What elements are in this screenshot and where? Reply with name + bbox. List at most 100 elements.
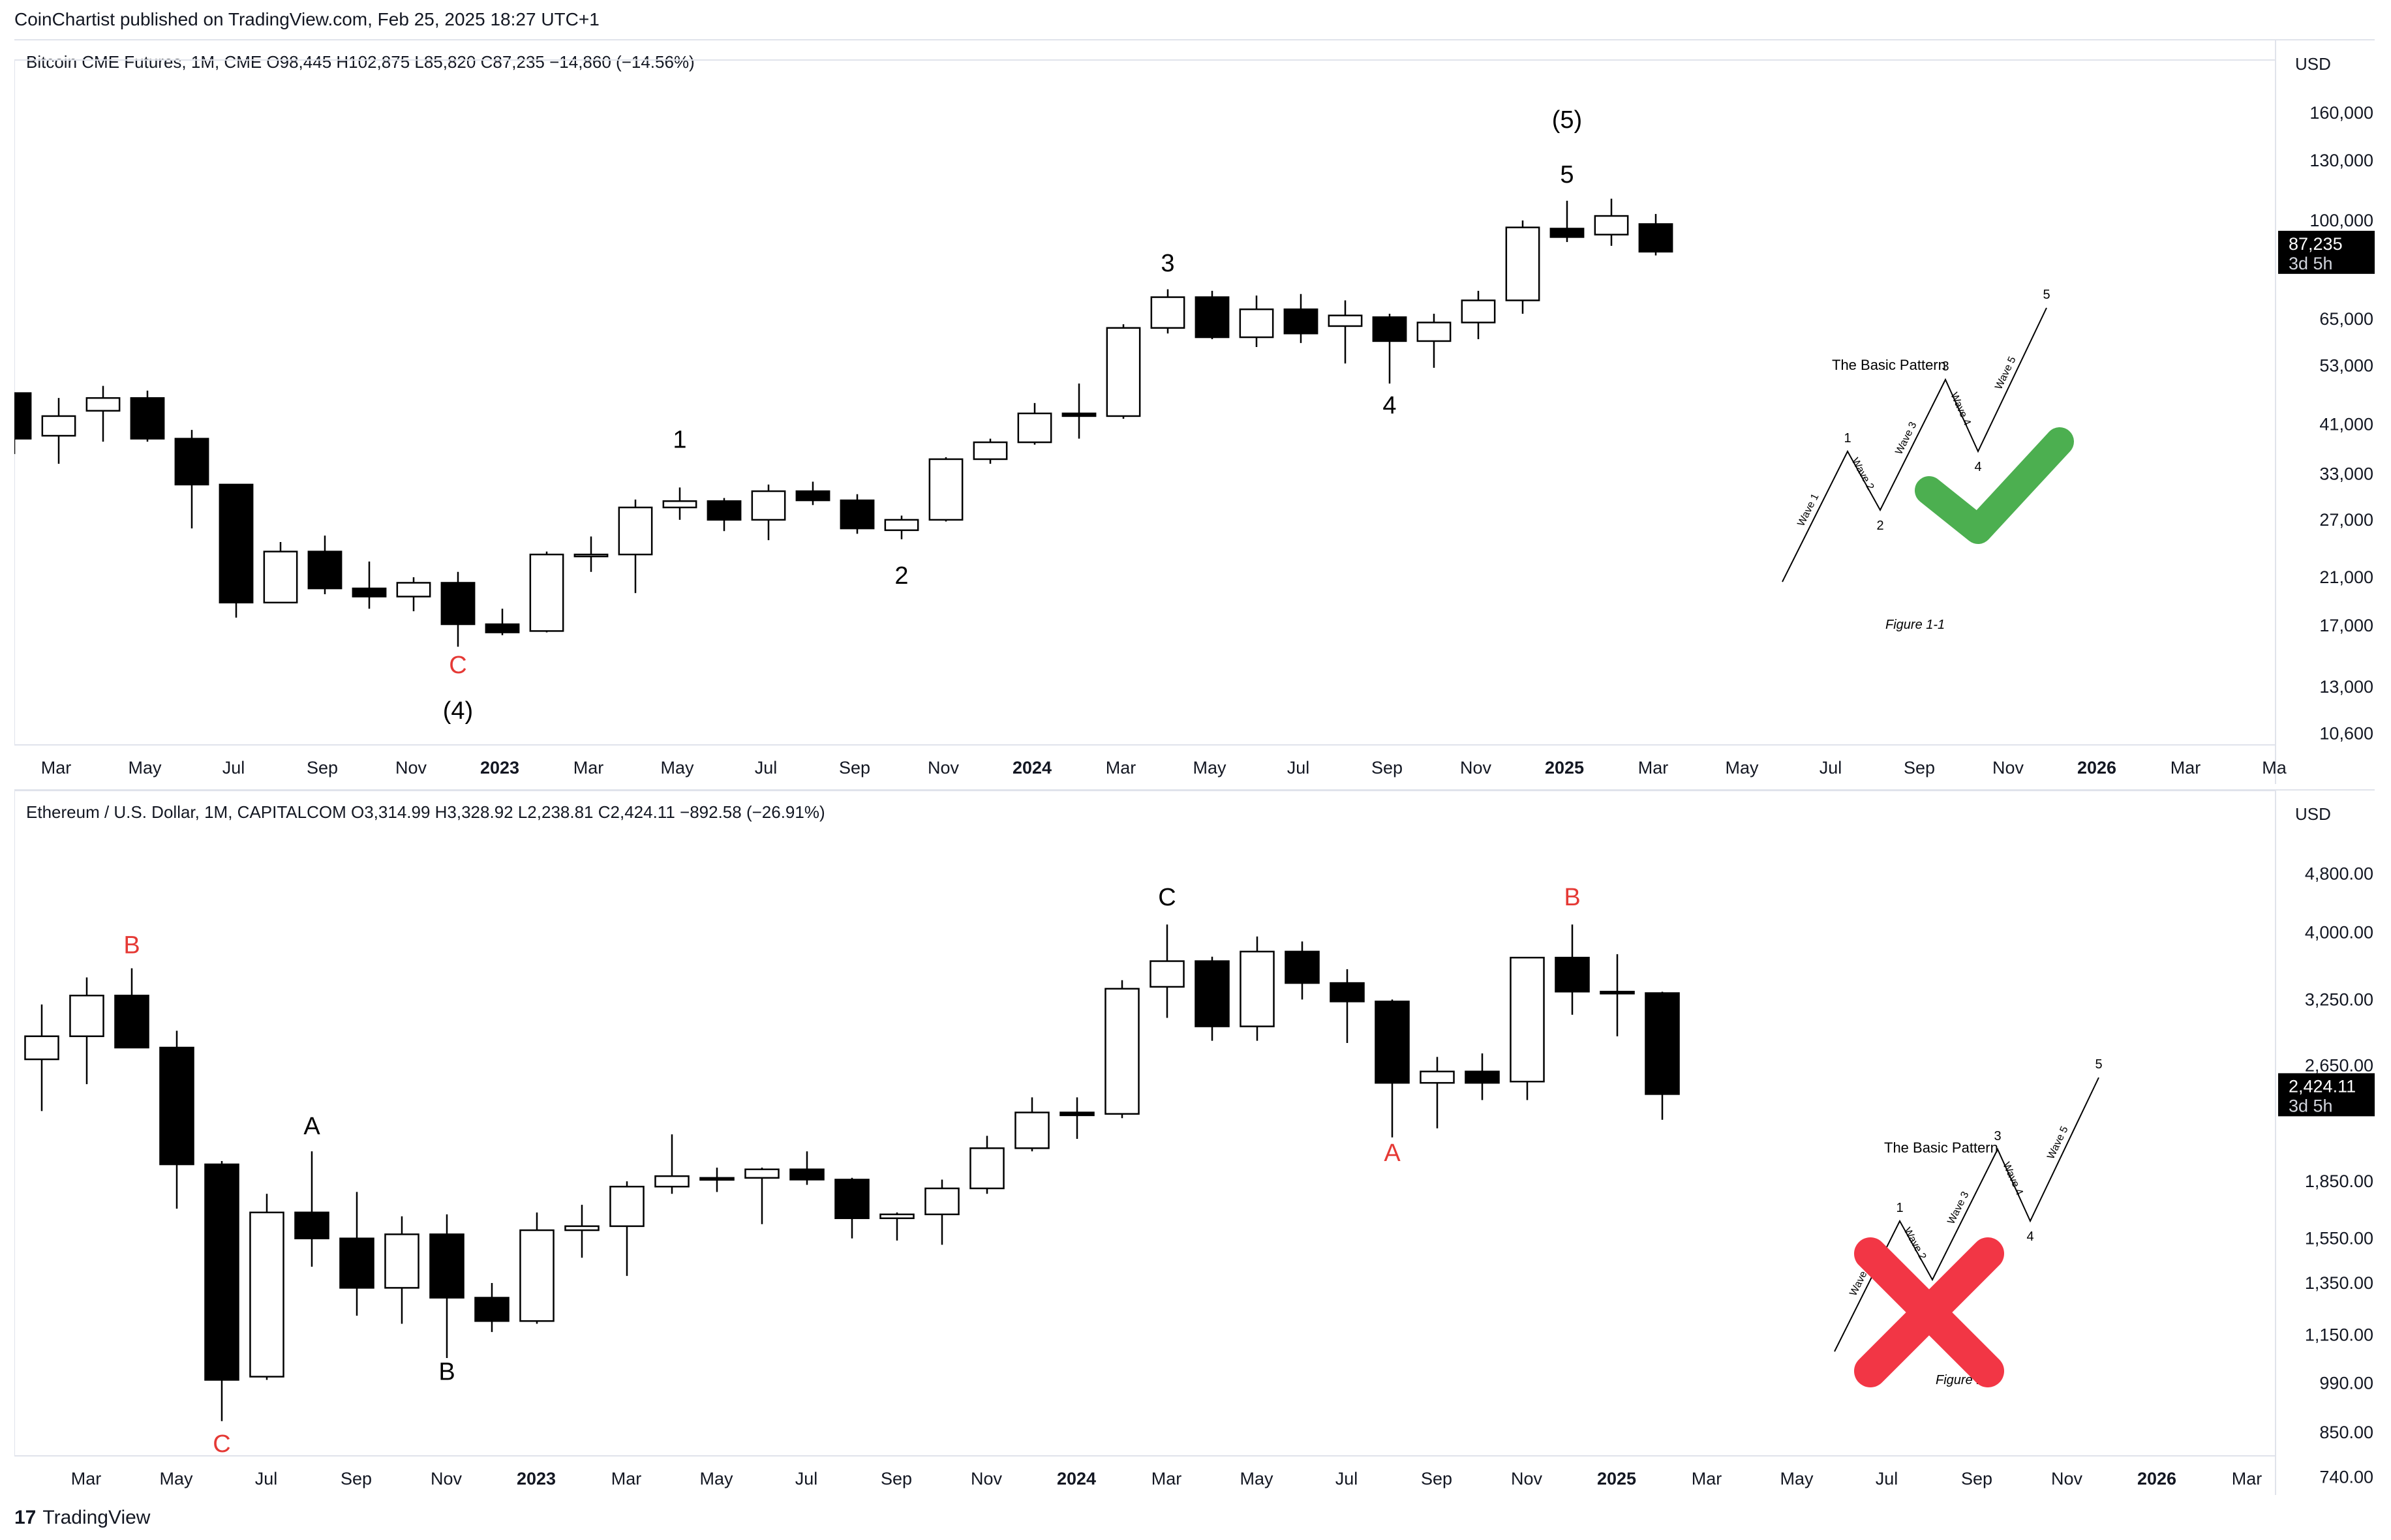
tradingview-footer[interactable]: 17 TradingView	[14, 1507, 150, 1529]
btc-candle-body	[307, 551, 343, 590]
btc-inset-title: The Basic Pattern	[1832, 357, 1946, 373]
btc-last-price-box	[2278, 230, 2375, 274]
eth-candle-body	[1330, 982, 1365, 1003]
btc-countdown-label: 3d 5h	[2289, 254, 2333, 273]
btc-y-tick-label: 53,000	[2319, 356, 2373, 376]
eth-inset-point-label: 1	[1896, 1201, 1903, 1215]
eth-inset-pattern-line	[1834, 1077, 2099, 1352]
eth-inset-wave-label: Wave 4	[2000, 1160, 2025, 1197]
btc-candle-body	[396, 582, 431, 597]
eth-candle-body	[69, 995, 104, 1037]
btc-y-tick-label: 65,000	[2319, 309, 2373, 329]
eth-wave-label: B	[123, 932, 140, 959]
eth-candle-body	[474, 1297, 510, 1322]
btc-y-tick-label: 21,000	[2319, 567, 2373, 587]
btc-wave-label: (5)	[1552, 106, 1582, 134]
eth-cross-icon	[1854, 1237, 2004, 1387]
eth-candle-body	[1600, 991, 1635, 995]
eth-inset-wave-label: Wave 2	[1901, 1226, 1928, 1261]
eth-candle-body	[384, 1233, 419, 1289]
btc-y-tick-label: 160,000	[2309, 103, 2373, 123]
eth-x-tick-label: May	[1240, 1469, 1273, 1488]
eth-candle-body	[834, 1179, 870, 1219]
btc-inset-wave-label: Wave 3	[1893, 420, 1919, 457]
btc-inset-point-label: 5	[2043, 288, 2050, 302]
btc-x-tick-label: Nov	[1992, 758, 2024, 778]
eth-candle-body	[1510, 956, 1545, 1083]
btc-wave-label: 4	[1382, 392, 1396, 419]
btc-candle-body	[795, 490, 830, 502]
btc-y-tick-label: 100,000	[2309, 211, 2373, 230]
btc-candlestick-chart[interactable]: USD 160,000 130,000 100,000 65,000 53,000 41,0…	[14, 40, 2375, 791]
eth-x-tick-label: Nov	[1511, 1469, 1543, 1488]
btc-wave-label: 3	[1161, 250, 1174, 277]
eth-candle-body	[159, 1046, 194, 1166]
btc-plot-frame	[14, 59, 2276, 746]
eth-x-tick-label: Jul	[1876, 1469, 1898, 1488]
btc-x-tick-label: 2023	[480, 758, 519, 778]
eth-wave-label: B	[1564, 884, 1580, 911]
btc-x-tick-label: Sep	[307, 758, 338, 778]
eth-candle-body	[339, 1237, 374, 1289]
eth-candle-body	[969, 1147, 1005, 1190]
eth-wave-label: C	[213, 1430, 230, 1458]
btc-candle-body	[130, 397, 165, 440]
btc-inset-point-label: 1	[1844, 431, 1851, 445]
eth-candle-body	[1645, 992, 1680, 1095]
btc-x-tick-label: Jul	[1287, 758, 1310, 778]
btc-candle-body	[1239, 308, 1274, 339]
btc-candle-body	[1416, 322, 1452, 342]
btc-x-tick-label: Sep	[1371, 758, 1403, 778]
btc-x-tick-label: Mar	[573, 758, 604, 778]
btc-candle-body	[1106, 327, 1141, 417]
btc-wave-label: 2	[894, 562, 908, 590]
btc-candle-body	[1372, 316, 1407, 342]
btc-candle-body	[1328, 314, 1363, 327]
btc-candle-body	[352, 587, 387, 597]
btc-inset-point-label: 2	[1876, 519, 1883, 533]
eth-candle-body	[1195, 960, 1230, 1027]
eth-y-tick-label: 1,150.00	[2305, 1325, 2373, 1344]
btc-x-tick-label: Nov	[1460, 758, 1492, 778]
eth-candle-body	[744, 1168, 780, 1179]
eth-x-tick-label: 2023	[517, 1469, 556, 1488]
eth-candle-body	[1014, 1111, 1050, 1149]
eth-candle-body	[1285, 950, 1320, 984]
btc-chart-title: Bitcoin CME Futures, 1M, CME O98,445 H10…	[26, 52, 695, 72]
eth-candle-body	[1150, 960, 1185, 988]
btc-candle-body	[973, 441, 1008, 460]
btc-candle-body	[1549, 228, 1585, 238]
eth-x-tick-label: Jul	[1335, 1469, 1358, 1488]
btc-candle-body	[1638, 223, 1673, 253]
btc-x-tick-label: Sep	[1904, 758, 1935, 778]
btc-wave-label: 5	[1560, 161, 1574, 189]
eth-wave-label: A	[303, 1113, 320, 1140]
btc-inset-point-label: 4	[1974, 460, 1981, 474]
btc-candle-body	[840, 499, 875, 530]
eth-chart-title: Ethereum / U.S. Dollar, 1M, CAPITALCOM O…	[26, 802, 825, 822]
btc-chart-pane[interactable]: Bitcoin CME Futures, 1M, CME O98,445 H10…	[14, 39, 2375, 791]
eth-y-tick-label: 3,250.00	[2305, 989, 2373, 1009]
eth-inset-point-label: 5	[2095, 1057, 2102, 1072]
tradingview-logo-icon: 17	[14, 1507, 37, 1528]
btc-x-tick-label: Jul	[1820, 758, 1842, 778]
btc-wave-label: C	[449, 652, 466, 679]
tradingview-brand: TradingView	[42, 1507, 151, 1528]
eth-x-tick-label: Sep	[881, 1469, 912, 1488]
btc-inset-wave-label: Wave 1	[1795, 492, 1821, 528]
eth-chart-pane[interactable]: Ethereum / U.S. Dollar, 1M, CAPITALCOM O…	[14, 789, 2375, 1502]
btc-candle-body	[1461, 299, 1496, 324]
eth-inset-wave-label: Wave 3	[1945, 1190, 1971, 1226]
eth-candle-body	[654, 1175, 690, 1188]
btc-checkmark-icon	[1915, 427, 2074, 544]
btc-x-tick-label: Ma	[2262, 758, 2287, 778]
btc-x-tick-label: May	[1193, 758, 1226, 778]
btc-currency-label: USD	[2295, 54, 2331, 74]
eth-x-tick-label: 2026	[2137, 1469, 2176, 1488]
btc-candle-body	[707, 500, 742, 521]
eth-candlestick-chart[interactable]: USD 4,800.00 4,000.00 3,250.00 2,650.00 1,850…	[14, 791, 2375, 1502]
eth-candle-body	[564, 1225, 600, 1231]
btc-inset-wave-label: Wave 5	[1993, 355, 2018, 391]
eth-y-tick-label: 740.00	[2319, 1468, 2373, 1487]
eth-y-tick-label: 1,350.00	[2305, 1273, 2373, 1293]
